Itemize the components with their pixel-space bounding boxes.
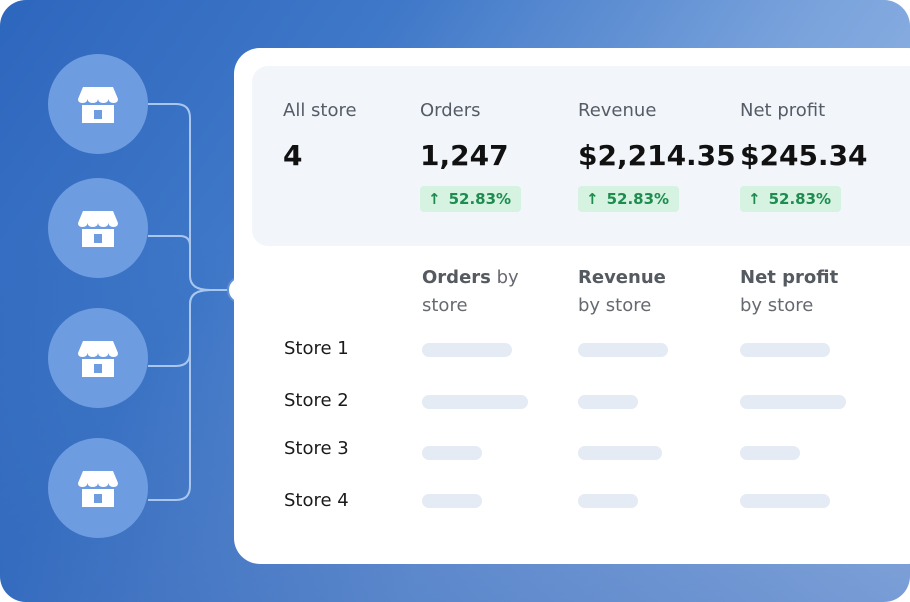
metric-net-profit: Net profit $245.34 ↑ 52.83% [740,100,868,212]
metric-all-store: All store 4 [283,100,357,172]
placeholder-bar [740,446,800,460]
placeholder-bar [422,343,512,357]
revenue-label: Revenue [578,100,657,121]
placeholder-bar [740,494,830,508]
connector-line-2 [148,235,191,247]
store-icon [78,471,118,507]
revenue-value: $2,214.35 [578,139,736,172]
column-header-orders-rest: by [490,267,519,288]
net-profit-change: 52.83% [768,190,832,208]
placeholder-bar [422,395,528,409]
column-header-net-profit-line2: by store [740,295,814,316]
store-icon [78,211,118,247]
store-row-label: Store 1 [284,338,349,359]
column-header-revenue-line2: by store [578,295,652,316]
summary-panel: All store 4 Orders 1,247 ↑ 52.83% Revenue… [252,66,910,246]
store-node-4[interactable] [48,438,148,538]
store-icon [78,341,118,377]
connector-line-1 [148,103,230,291]
connector-line-4 [148,289,211,501]
orders-value: 1,247 [420,139,509,172]
all-store-value: 4 [283,139,303,172]
store-node-1[interactable] [48,54,148,154]
orders-change: 52.83% [448,190,512,208]
placeholder-bar [578,446,662,460]
store-node-2[interactable] [48,178,148,278]
store-row-label: Store 2 [284,390,349,411]
placeholder-bar [578,343,668,357]
placeholder-bar [740,343,830,357]
placeholder-bar [578,494,638,508]
metric-orders: Orders 1,247 ↑ 52.83% [420,100,522,212]
column-header-net-profit-bold: Net profit [740,267,839,288]
placeholder-bar [422,494,482,508]
store-row-label: Store 3 [284,438,349,459]
net-profit-label: Net profit [740,100,826,121]
metric-revenue: Revenue $2,214.35 ↑ 52.83% [578,100,736,212]
column-header-orders-bold: Orders [422,267,491,288]
revenue-change-badge: ↑ 52.83% [578,186,680,212]
column-header-revenue-bold: Revenue [578,267,666,288]
column-header-orders: Orders by store [422,264,519,320]
orders-change-badge: ↑ 52.83% [420,186,522,212]
connector-line-3 [148,289,211,367]
store-node-3[interactable] [48,308,148,408]
net-profit-change-badge: ↑ 52.83% [740,186,842,212]
placeholder-bar [740,395,846,409]
placeholder-bar [578,395,638,409]
column-header-net-profit: Net profit by store [740,264,838,320]
placeholder-bar [422,446,482,460]
revenue-change: 52.83% [606,190,670,208]
store-icon [78,87,118,123]
dashboard-card: All store 4 Orders 1,247 ↑ 52.83% Revenue… [234,48,910,564]
all-store-label: All store [283,100,357,121]
net-profit-value: $245.34 [740,139,868,172]
orders-label: Orders [420,100,481,121]
arrow-up-icon: ↑ [748,190,761,208]
column-header-revenue: Revenue by store [578,264,666,320]
store-row-label: Store 4 [284,490,349,511]
column-header-orders-line2: store [422,295,468,316]
arrow-up-icon: ↑ [428,190,441,208]
arrow-up-icon: ↑ [586,190,599,208]
